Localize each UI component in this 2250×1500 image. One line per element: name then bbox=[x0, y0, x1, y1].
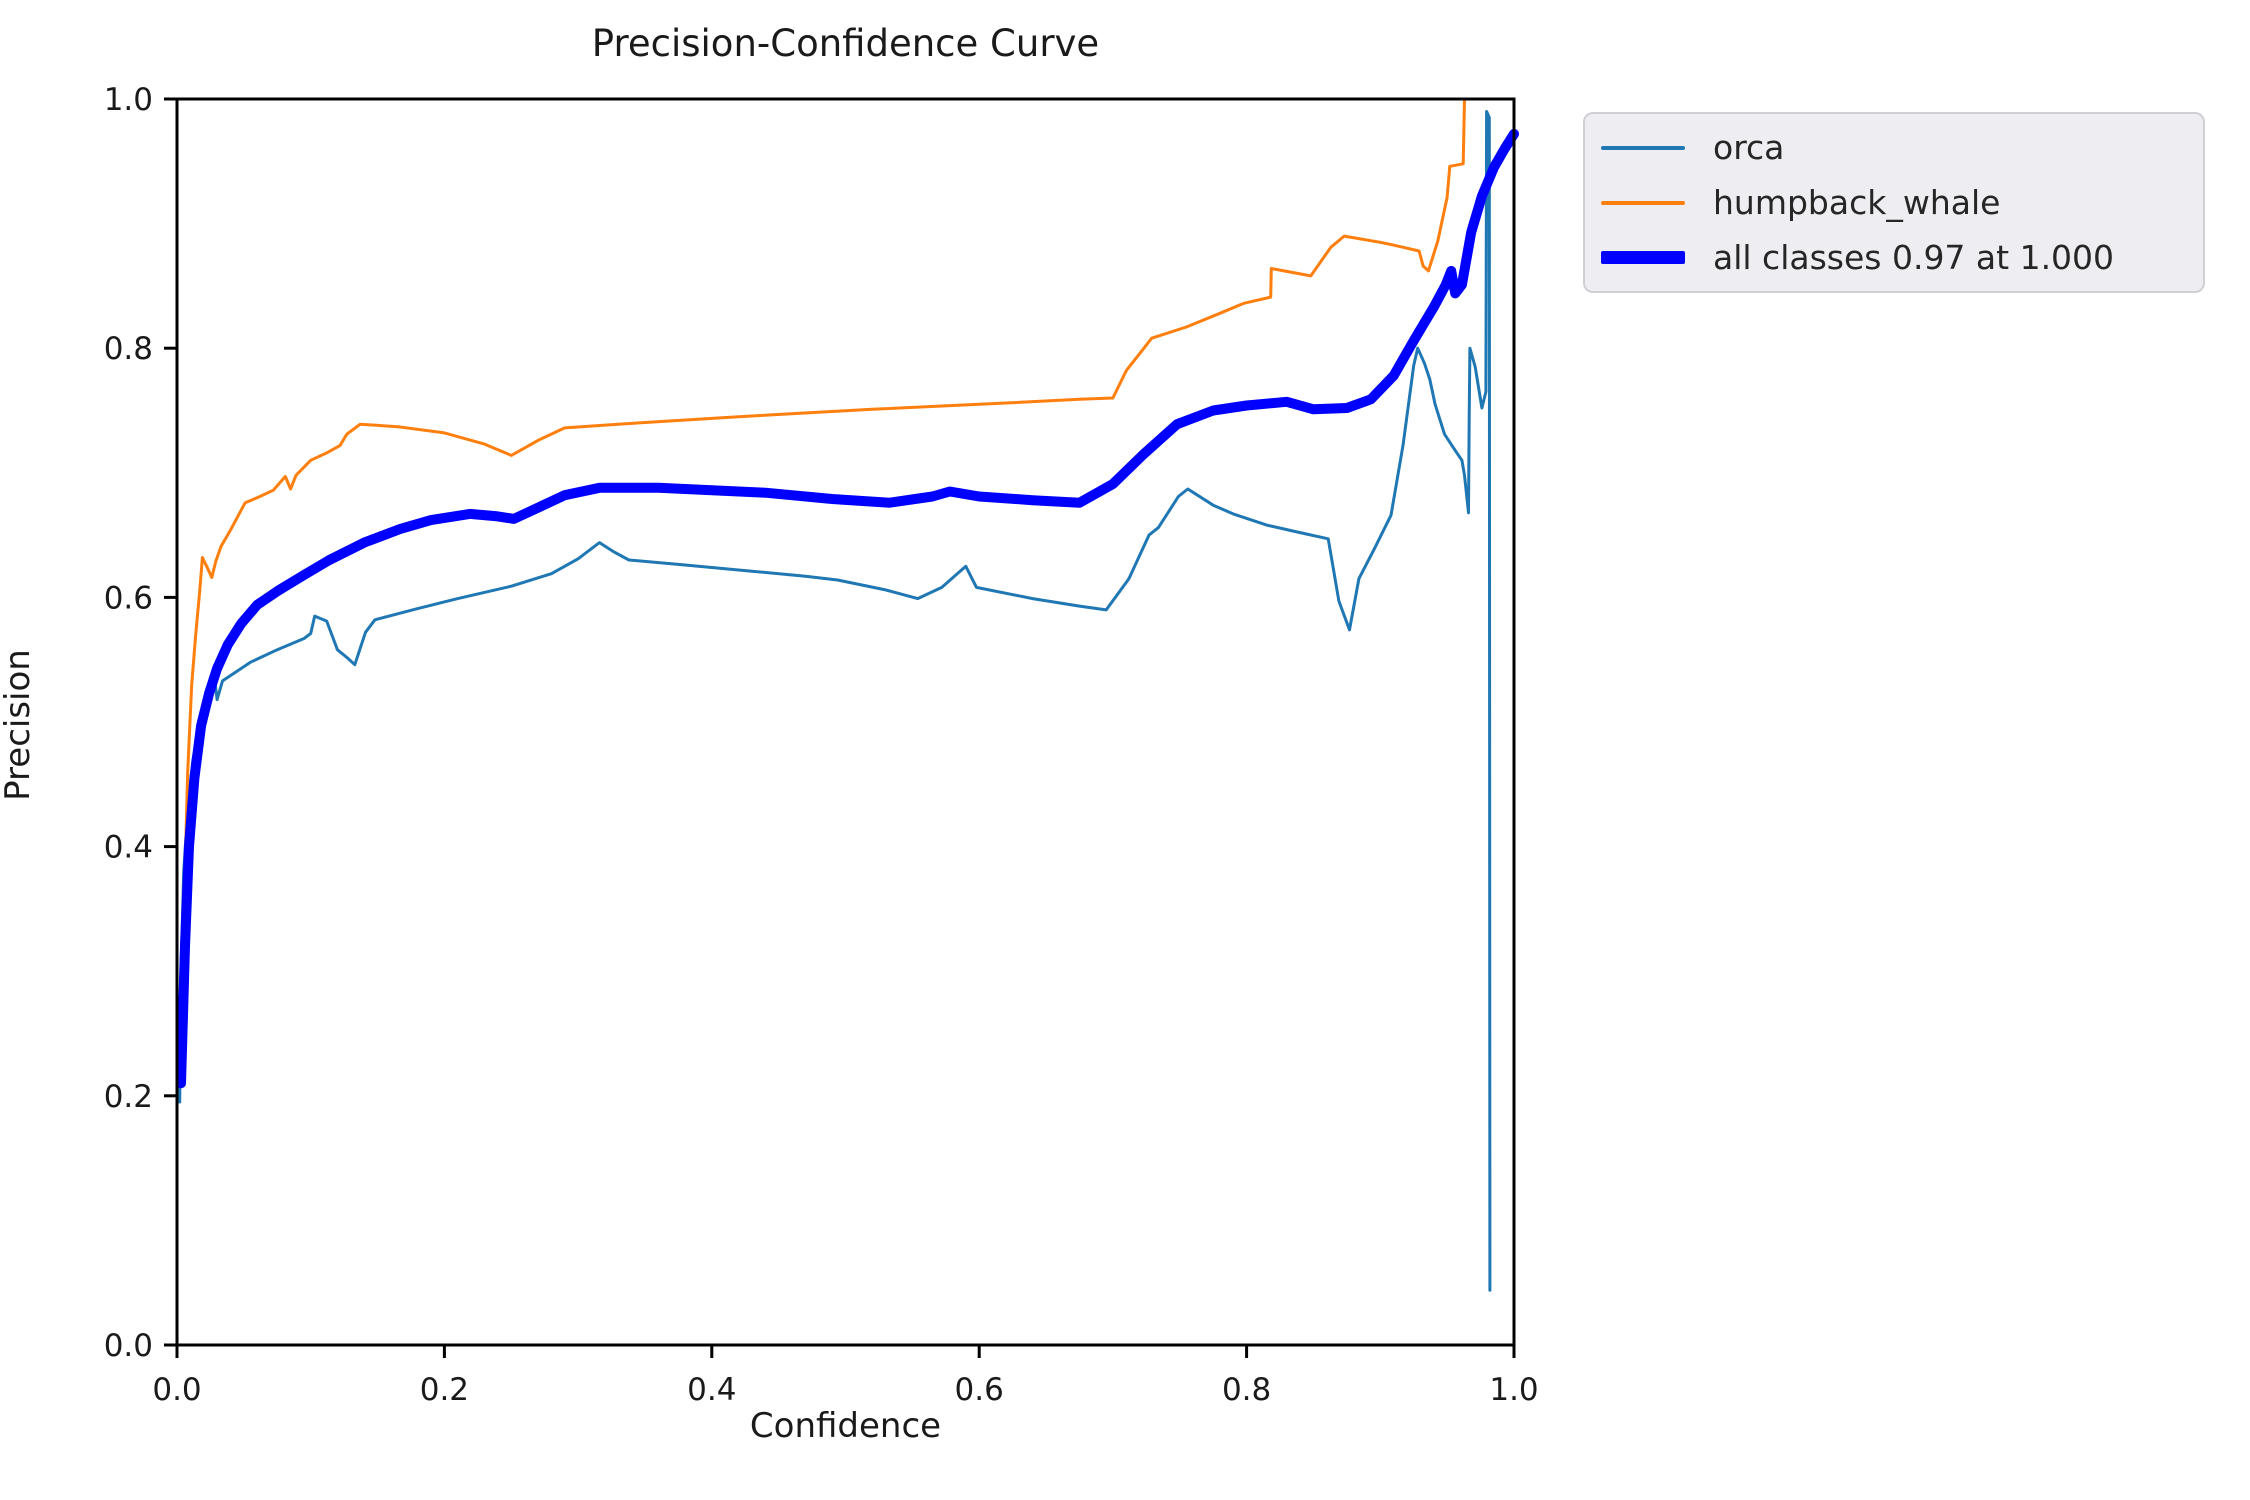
legend-label: orca bbox=[1713, 128, 1785, 167]
chart-title: Precision-Confidence Curve bbox=[591, 22, 1100, 65]
curves-layer bbox=[176, 97, 1519, 1292]
y-tick-label: 0.4 bbox=[104, 830, 153, 866]
y-tick-label: 0.2 bbox=[104, 1079, 153, 1115]
curve-humpback_whale bbox=[180, 97, 1516, 1017]
legend-label: all classes 0.97 at 1.000 bbox=[1713, 238, 2115, 277]
legend-line-swatch bbox=[1601, 200, 1685, 205]
x-tick-label: 1.0 bbox=[1489, 1372, 1538, 1408]
x-tick-label: 0.4 bbox=[687, 1372, 736, 1408]
legend-item-all: all classes 0.97 at 1.000 bbox=[1601, 230, 2193, 285]
curve-orca bbox=[178, 110, 1492, 1292]
y-axis-label: Precision bbox=[0, 649, 38, 801]
legend-item-humpback_whale: humpback_whale bbox=[1601, 175, 2193, 230]
axes-layer: 0.0 0.2 0.4 0.6 0.8 1.0 0.0 0.2 0.4 0.6 0.8 1.0 bbox=[104, 82, 1539, 1408]
x-tick-label: 0.8 bbox=[1222, 1372, 1271, 1408]
y-tick-label: 0.0 bbox=[104, 1328, 153, 1364]
x-tick-label: 0.6 bbox=[955, 1372, 1004, 1408]
y-tick-label: 0.6 bbox=[104, 580, 153, 616]
legend-label: humpback_whale bbox=[1713, 183, 2001, 222]
y-tick-label: 1.0 bbox=[104, 82, 153, 118]
legend-line-swatch bbox=[1601, 145, 1685, 150]
legend-item-orca: orca bbox=[1601, 120, 2193, 175]
x-tick-label: 0.2 bbox=[420, 1372, 469, 1408]
x-tick-label: 0.0 bbox=[152, 1372, 201, 1408]
legend-line-swatch bbox=[1601, 251, 1685, 264]
curve-all-classes bbox=[176, 128, 1519, 1089]
y-tick-label: 0.8 bbox=[104, 331, 153, 367]
x-axis-label: Confidence bbox=[749, 1406, 942, 1446]
